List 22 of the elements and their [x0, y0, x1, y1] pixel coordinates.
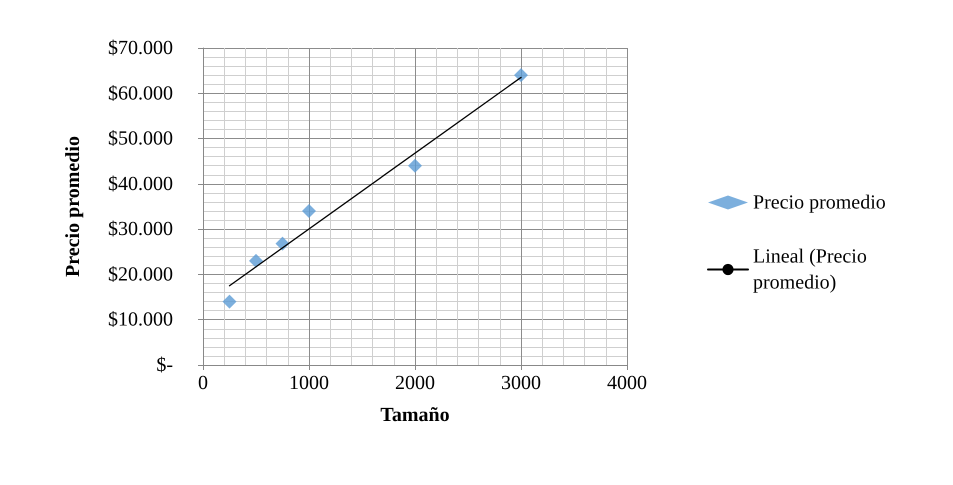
y-tick-label: $30.000 — [108, 218, 173, 240]
y-tick-label: $60.000 — [108, 82, 173, 104]
x-tick-label: 3000 — [501, 372, 541, 394]
y-tick-label: $10.000 — [108, 308, 173, 331]
x-tick-label: 0 — [198, 372, 208, 394]
y-tick-label: $40.000 — [108, 172, 173, 195]
point — [302, 204, 316, 218]
legend-label: Lineal (Precio promedio) — [753, 246, 872, 294]
point — [514, 68, 528, 82]
y-tick-label: $70.000 — [108, 37, 173, 59]
x-axis-title: Tamaño — [380, 404, 450, 426]
x-tick-label: 2000 — [395, 372, 435, 394]
point — [249, 254, 263, 268]
legend-label: Precio promedio — [753, 192, 886, 214]
y-tick-label: $50.000 — [108, 128, 173, 150]
point — [222, 294, 236, 309]
x-tick-label: 1000 — [289, 372, 329, 394]
y-tick-label: $20.000 — [108, 263, 173, 286]
y-axis-title: Precio promedio — [62, 136, 84, 277]
y-tick-label: $- — [156, 354, 173, 376]
point — [408, 158, 422, 173]
x-tick-label: 4000 — [607, 372, 647, 394]
